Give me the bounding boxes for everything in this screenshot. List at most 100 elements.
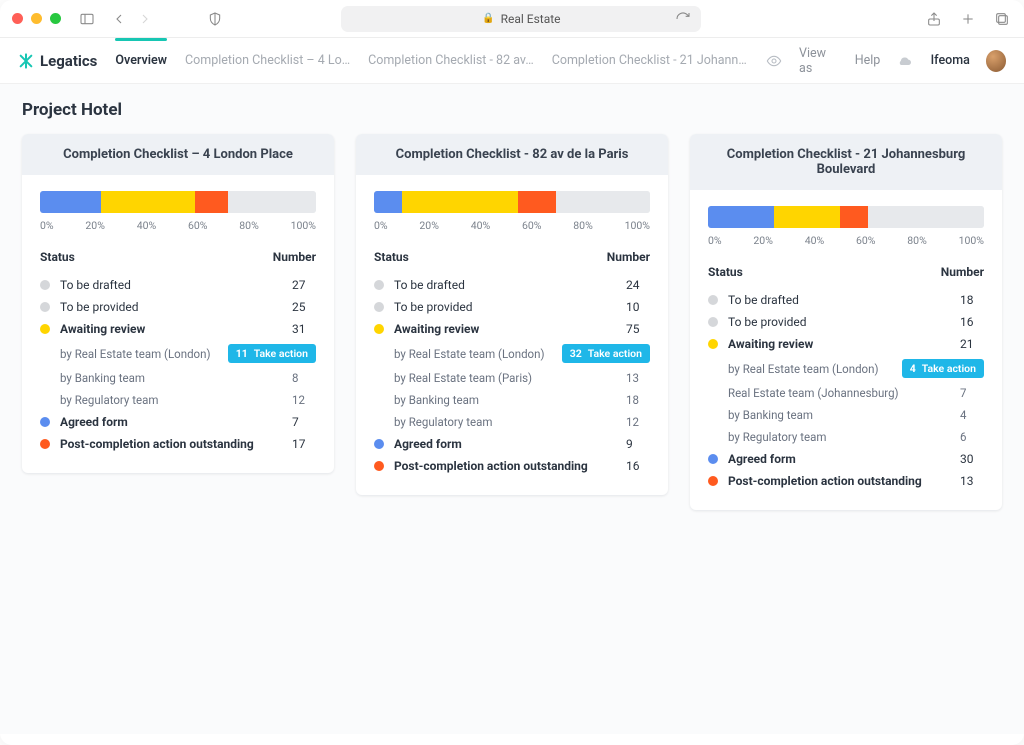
status-row: Awaiting review31 [40, 318, 316, 340]
col-status: Status [40, 250, 75, 264]
privacy-shield-icon[interactable] [205, 9, 225, 29]
status-subrow: by Real Estate team (London)32Take actio… [374, 340, 650, 367]
status-subrow: by Real Estate team (London)11Take actio… [40, 340, 316, 367]
eye-icon [765, 51, 783, 71]
axis-tick: 40% [137, 219, 157, 232]
maximize-window-icon[interactable] [50, 13, 61, 24]
status-subrow: by Real Estate team (Paris) 13 [374, 367, 650, 389]
status-row: Post-completion action outstanding16 [374, 455, 650, 477]
status-number: 27 [292, 278, 316, 292]
user-name[interactable]: Ifeoma [931, 53, 970, 68]
close-window-icon[interactable] [12, 13, 23, 24]
status-label: Post-completion action outstanding [394, 459, 588, 473]
status-number: 21 [960, 337, 984, 351]
status-label: Awaiting review [394, 322, 479, 336]
brand-name: Legatics [40, 52, 97, 70]
status-label: To be drafted [728, 293, 799, 307]
status-number: 6 [960, 430, 984, 444]
new-tab-icon[interactable] [958, 9, 978, 29]
address-bar[interactable]: 🔒 Real Estate [341, 6, 701, 32]
tab-2[interactable]: Completion Checklist - 82 av… [368, 39, 534, 82]
axis-tick: 100% [291, 219, 316, 232]
status-row: To be drafted24 [374, 274, 650, 296]
card-title[interactable]: Completion Checklist – 4 London Place [22, 134, 334, 175]
progress-axis: 0%20%40%60%80%100% [708, 234, 984, 247]
forward-icon[interactable] [135, 9, 155, 29]
axis-tick: 0% [374, 219, 388, 232]
take-action-badge[interactable]: 11Take action [228, 344, 316, 363]
progress-segment [195, 191, 228, 213]
sidebar-toggle-icon[interactable] [77, 9, 97, 29]
status-dot-icon [374, 280, 384, 290]
progress-axis: 0%20%40%60%80%100% [40, 219, 316, 232]
col-number: Number [607, 250, 650, 264]
table-head: StatusNumber [40, 250, 316, 264]
take-action-badge[interactable]: 32Take action [562, 344, 650, 363]
status-label: by Real Estate team (Paris) [394, 371, 532, 385]
progress-axis: 0%20%40%60%80%100% [374, 219, 650, 232]
status-number: 7 [960, 386, 984, 400]
axis-tick: 80% [239, 219, 259, 232]
board: Completion Checklist – 4 London Place 0% 2… [0, 134, 1024, 734]
status-label: To be provided [728, 315, 807, 329]
badge-count: 4 [910, 362, 916, 375]
status-row: Awaiting review75 [374, 318, 650, 340]
status-number: 10 [626, 300, 650, 314]
card-title[interactable]: Completion Checklist - 82 av de la Paris [356, 134, 668, 175]
help-link[interactable]: Help [855, 53, 881, 68]
back-icon[interactable] [109, 9, 129, 29]
tab-3[interactable]: Completion Checklist - 21 Johann… [552, 39, 747, 82]
page-title: Project Hotel [0, 84, 1024, 134]
status-number: 18 [960, 293, 984, 307]
status-label: by Regulatory team [728, 430, 826, 444]
take-action-badge[interactable]: 4Take action [902, 359, 984, 378]
brand-logo-icon [18, 53, 34, 69]
status-dot-icon [708, 476, 718, 486]
progress-segment [840, 206, 868, 228]
status-dot-icon [708, 454, 718, 464]
brand[interactable]: Legatics [18, 52, 97, 70]
status-label: by Banking team [60, 371, 145, 385]
share-icon[interactable] [924, 9, 944, 29]
status-label: by Banking team [728, 408, 813, 422]
reload-icon[interactable] [673, 9, 693, 29]
status-subrow: by Banking team 4 [708, 404, 984, 426]
axis-tick: 100% [625, 219, 650, 232]
status-label: Post-completion action outstanding [728, 474, 922, 488]
status-label: To be drafted [60, 278, 131, 292]
minimize-window-icon[interactable] [31, 13, 42, 24]
status-number: 12 [292, 393, 316, 407]
status-subrow: by Regulatory team12 [374, 411, 650, 433]
tab-1[interactable]: Completion Checklist – 4 Lo… [185, 39, 350, 82]
browser-chrome: 🔒 Real Estate [0, 0, 1024, 38]
status-dot-icon [708, 295, 718, 305]
status-row: To be provided25 [40, 296, 316, 318]
status-number: 4 [960, 408, 984, 422]
progress-bar [374, 191, 650, 213]
card-title[interactable]: Completion Checklist - 21 Johannesburg B… [690, 134, 1002, 190]
badge-label: Take action [254, 347, 308, 360]
axis-tick: 20% [419, 219, 439, 232]
axis-tick: 60% [856, 234, 876, 247]
status-number: 13 [626, 371, 650, 385]
status-row: To be drafted 18 [708, 289, 984, 311]
status-subrow: by Regulatory team12 [40, 389, 316, 411]
tab-0[interactable]: Overview [115, 39, 167, 82]
tab-overview-icon[interactable] [992, 9, 1012, 29]
status-dot-icon [708, 339, 718, 349]
status-number: 25 [292, 300, 316, 314]
axis-tick: 80% [907, 234, 927, 247]
axis-tick: 60% [188, 219, 208, 232]
status-number: 30 [960, 452, 984, 466]
avatar[interactable] [986, 50, 1006, 72]
status-dot-icon [374, 324, 384, 334]
badge-count: 32 [570, 347, 582, 360]
progress-segment [518, 191, 557, 213]
checklist-card: Completion Checklist – 4 London Place 0% 2… [22, 134, 334, 473]
status-number: 18 [626, 393, 650, 407]
window-controls [12, 13, 61, 24]
view-as-link[interactable]: View as [799, 46, 839, 76]
col-status: Status [708, 265, 743, 279]
status-dot-icon [708, 317, 718, 327]
axis-tick: 0% [40, 219, 54, 232]
